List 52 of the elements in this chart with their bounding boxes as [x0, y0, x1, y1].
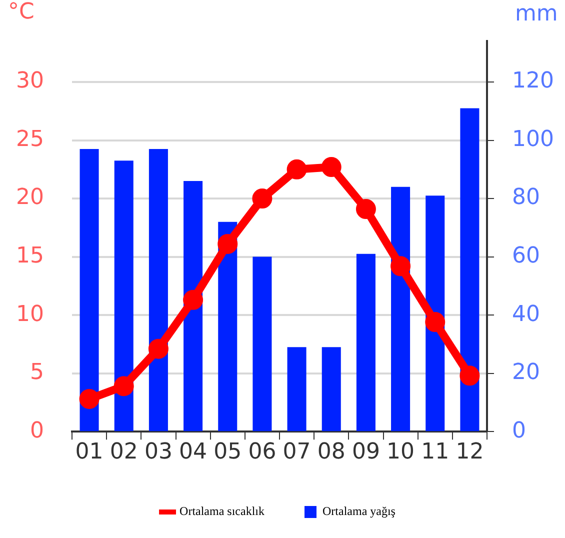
- x-tick-label: 08: [317, 440, 346, 465]
- x-tick-label: 04: [179, 440, 208, 465]
- y2-tick-label: 100: [512, 126, 554, 152]
- bar: [252, 256, 272, 432]
- point: [356, 199, 376, 220]
- x-tick-label: 02: [110, 440, 138, 465]
- point: [148, 338, 168, 359]
- y-axis-title: °C: [8, 0, 34, 25]
- y-tick-label: 30: [16, 68, 44, 94]
- legend-label: Ortalama sıcaklık: [180, 504, 264, 518]
- x-tick-label: 03: [144, 440, 172, 465]
- y-tick-label: 20: [16, 185, 44, 210]
- x-tick-label: 09: [352, 440, 380, 465]
- bar: [80, 148, 99, 432]
- y-tick-label: 15: [16, 244, 44, 269]
- bar: [426, 196, 445, 432]
- bar: [322, 347, 341, 432]
- bar: [356, 254, 376, 432]
- y2-axis-title: mm: [515, 2, 558, 27]
- y2-tick-label: 120: [512, 68, 554, 94]
- point: [425, 312, 446, 332]
- point: [390, 256, 411, 276]
- point: [460, 366, 480, 386]
- point: [286, 159, 307, 180]
- y2-tick-label: 60: [512, 244, 540, 269]
- point: [183, 290, 204, 310]
- point: [218, 234, 238, 254]
- y2-tick-label: 80: [512, 185, 540, 210]
- y-tick-label: 25: [16, 126, 44, 152]
- y-tick-label: 5: [30, 360, 44, 386]
- y2-tick-label: 0: [512, 418, 526, 444]
- x-tick-label: 12: [456, 440, 484, 465]
- x-tick-label: 07: [282, 440, 311, 465]
- x-tick-label: 01: [75, 440, 104, 465]
- x-tick-label: 10: [386, 440, 415, 465]
- point: [252, 188, 272, 209]
- bar: [460, 108, 480, 432]
- point: [321, 157, 342, 178]
- point: [79, 388, 100, 409]
- bar: [148, 148, 168, 432]
- x-tick-label: 05: [214, 440, 242, 465]
- x-tick-label: 06: [248, 440, 276, 465]
- bar: [114, 160, 134, 432]
- legend-label: Ortalama yağış: [322, 504, 396, 518]
- y-tick-label: 10: [16, 302, 44, 327]
- x-tick-label: 11: [421, 440, 450, 465]
- bar: [184, 181, 203, 432]
- y2-tick-label: 20: [512, 360, 540, 386]
- point: [114, 376, 134, 396]
- y-tick-label: 0: [30, 418, 44, 444]
- bar: [287, 347, 306, 432]
- y2-tick-label: 40: [512, 302, 540, 327]
